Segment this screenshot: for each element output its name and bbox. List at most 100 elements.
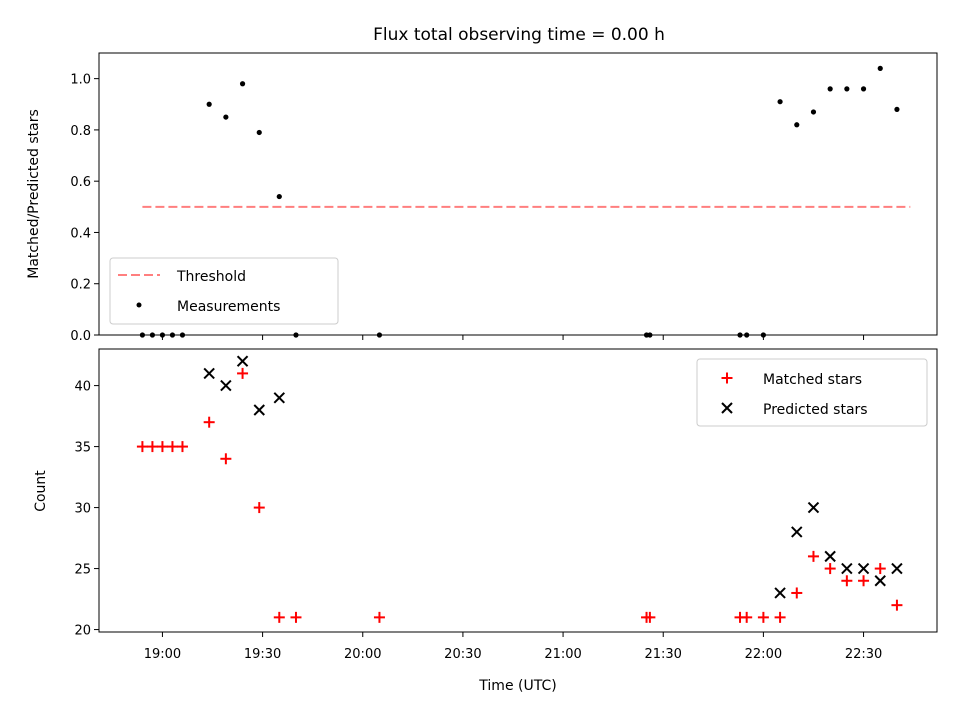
matched-stars-points (136, 367, 903, 623)
predicted-star-point (857, 562, 870, 575)
bottom-x-ticks: 19:00 19:30 20:00 20:30 21:00 21:30 22:00 22:30 (144, 632, 882, 662)
matched-star-point (156, 441, 168, 453)
top-y-tick-label: 0.4 (70, 226, 91, 241)
x-tick-label: 20:00 (344, 647, 381, 662)
bottom-y-tick-label: 40 (74, 380, 91, 395)
bottom-legend: Matched stars Predicted stars (696, 358, 928, 427)
measurement-point (877, 65, 883, 71)
measurement-points (139, 65, 900, 338)
matched-star-point (220, 453, 232, 465)
top-y-ticks: 0.0 0.2 0.4 0.6 0.8 1.0 (70, 73, 99, 344)
x-tick-label: 21:00 (544, 647, 581, 662)
matched-star-point (290, 611, 302, 623)
matched-star-point (874, 563, 886, 575)
matched-star-point (774, 611, 786, 623)
measurement-point (293, 332, 299, 338)
measurement-point (159, 332, 166, 338)
bottom-y-ticks: 20 25 30 35 40 (74, 380, 99, 639)
measurement-point (760, 332, 766, 338)
x-tick-label: 21:30 (644, 647, 681, 662)
x-tick-label: 22:00 (745, 647, 782, 662)
predicted-legend-glyph (721, 402, 733, 414)
matched-star-point (146, 441, 158, 453)
top-panel: 0.0 0.2 0.4 0.6 0.8 1.0 Matched/Predicted sta… (26, 52, 938, 344)
chart-title: Flux total observing time = 0.00 h (373, 25, 665, 45)
x-tick-label: 22:30 (845, 647, 882, 662)
matched-star-point (841, 575, 853, 587)
matched-star-point (237, 367, 249, 379)
predicted-star-point (891, 562, 903, 575)
top-legend: Threshold Measurements (109, 257, 339, 325)
bottom-y-tick-label: 20 (74, 624, 91, 639)
predicted-star-point (874, 575, 886, 587)
bottom-panel: 20 25 30 35 40 19:00 19:30 20:00 20:30 21:00 21:3… (33, 348, 938, 694)
matched-star-point (136, 441, 148, 453)
x-tick-label: 20:30 (444, 647, 481, 662)
top-legend-box (109, 257, 339, 325)
predicted-star-point (273, 392, 285, 404)
measurement-point (844, 86, 850, 92)
matched-stars-legend-label: Matched stars (763, 372, 862, 388)
measurement-point (827, 86, 833, 92)
measurement-point (894, 106, 900, 112)
bottom-y-tick-label: 35 (74, 441, 91, 456)
predicted-star-point (220, 379, 232, 392)
matched-star-point (203, 416, 215, 428)
matched-star-point (824, 563, 836, 575)
predicted-star-point (236, 355, 249, 367)
measurement-point (223, 114, 229, 120)
predicted-stars-points (203, 355, 903, 599)
x-axis-label: Time (UTC) (478, 678, 556, 694)
bottom-y-axis-label: Count (33, 470, 49, 512)
measurement-point (810, 109, 817, 115)
measurement-point (239, 81, 246, 87)
bottom-legend-box (696, 358, 928, 427)
top-y-tick-label: 0.6 (70, 175, 91, 190)
predicted-stars-legend-label: Predicted stars (763, 402, 868, 418)
predicted-star-point (807, 501, 820, 514)
predicted-star-point (791, 526, 803, 538)
matched-stars-legend-marker (721, 372, 733, 384)
top-plot-frame (98, 52, 938, 336)
predicted-star-point (203, 367, 215, 380)
predicted-stars-legend-marker (721, 402, 733, 414)
measurement-point (139, 332, 146, 338)
matched-star-point (166, 441, 178, 453)
threshold-legend-label: Threshold (176, 269, 246, 285)
top-y-tick-label: 0.0 (70, 329, 91, 344)
measurement-point (737, 332, 743, 338)
matched-star-point (176, 441, 188, 453)
top-y-axis-label: Matched/Predicted stars (26, 109, 42, 279)
bottom-plot-frame (98, 348, 938, 633)
measurement-point (256, 129, 262, 136)
measurements-legend-marker (136, 302, 142, 308)
matched-legend-glyph (721, 372, 733, 384)
measurement-point (206, 101, 212, 107)
predicted-star-point (841, 562, 853, 575)
bottom-y-tick-label: 30 (74, 502, 91, 517)
matched-star-point (741, 611, 753, 623)
top-y-tick-label: 0.2 (70, 278, 91, 293)
matched-star-point (757, 611, 769, 623)
top-y-tick-label: 0.8 (70, 124, 91, 139)
predicted-star-point (253, 404, 265, 416)
bottom-y-tick-label: 25 (74, 563, 91, 578)
x-tick-label: 19:30 (244, 647, 281, 662)
top-y-tick-label: 1.0 (70, 73, 91, 88)
matched-star-point (791, 587, 803, 599)
measurement-point (794, 122, 800, 128)
matched-star-point (891, 599, 903, 611)
measurements-legend-label: Measurements (177, 299, 280, 315)
measurement-point (860, 86, 867, 92)
measurement-point (647, 332, 653, 338)
matched-star-point (858, 575, 870, 587)
matched-star-point (373, 611, 385, 623)
x-tick-label: 19:00 (144, 647, 181, 662)
matched-star-point (273, 611, 285, 623)
measurement-point (376, 332, 383, 338)
predicted-star-point (774, 587, 786, 599)
matched-star-point (807, 550, 819, 562)
measurement-point (777, 99, 783, 105)
predicted-star-point (824, 550, 836, 563)
